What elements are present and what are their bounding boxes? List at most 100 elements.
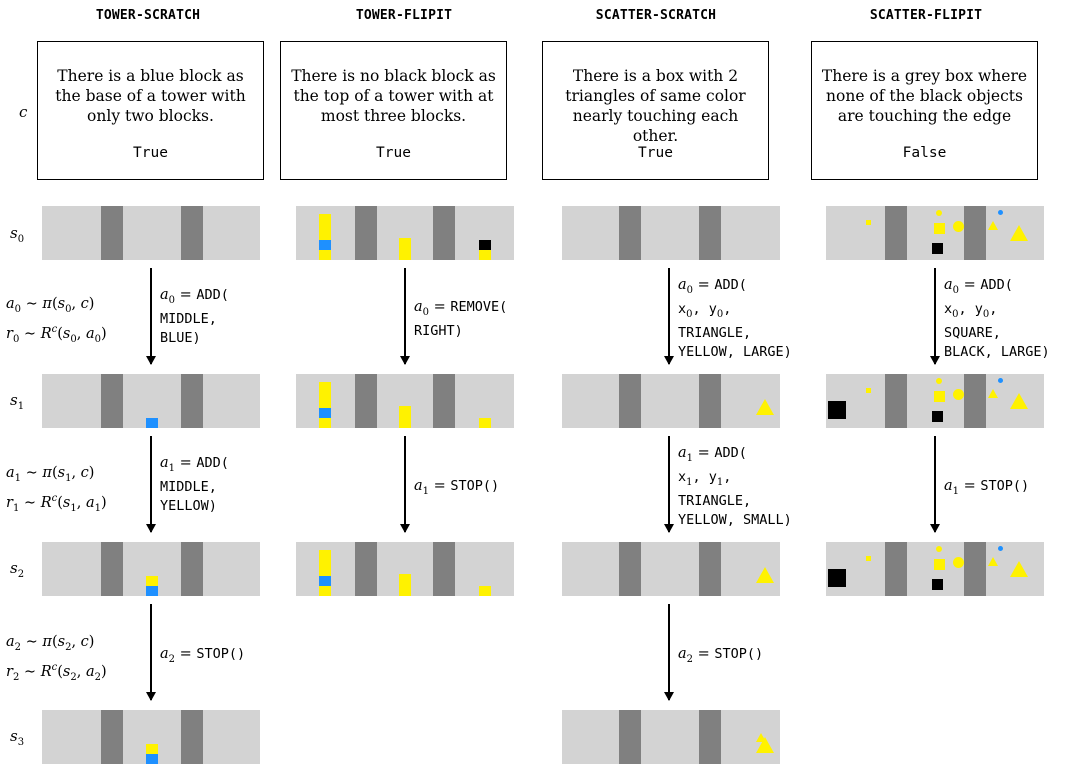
state-ss-s0 <box>562 206 780 260</box>
yellow-triangle-large <box>756 567 774 583</box>
black-square-large <box>828 569 846 587</box>
condition-box-tower-flipit: There is no black block as the top of a … <box>280 41 507 180</box>
transition-arrow <box>930 436 940 533</box>
state-label-s2: s2 <box>10 559 25 580</box>
blue-circle <box>998 210 1003 215</box>
column-title-tower-flipit: TOWER-FLIPIT <box>355 8 453 23</box>
divider-bar <box>964 542 986 596</box>
divider-bar <box>619 374 641 428</box>
divider-bar <box>101 542 123 596</box>
yellow-block <box>319 550 331 576</box>
yellow-circle-small <box>936 378 942 384</box>
yellow-triangle-large <box>756 399 774 415</box>
state-label-s1: s1 <box>10 391 25 412</box>
transition-arrow <box>400 436 410 533</box>
divider-bar <box>619 206 641 260</box>
state-ts-s1 <box>42 374 260 428</box>
divider-bar <box>433 542 455 596</box>
yellow-block <box>319 586 331 596</box>
transition-arrow <box>664 604 674 701</box>
yellow-block <box>319 382 331 408</box>
transition-arrow <box>664 268 674 365</box>
condition-label: c <box>19 103 28 121</box>
divider-bar <box>699 542 721 596</box>
condition-box-scatter-scratch: There is a box with 2 triangles of same … <box>542 41 769 180</box>
yellow-triangle-small <box>988 221 998 230</box>
action-tf-a0: a0 = REMOVE( RIGHT) <box>414 299 508 339</box>
yellow-circle <box>953 221 964 232</box>
transition-arrow <box>930 268 940 365</box>
yellow-triangle-small <box>756 733 766 742</box>
divider-bar <box>101 710 123 764</box>
state-label-s3: s3 <box>10 727 25 748</box>
divider-bar <box>355 374 377 428</box>
blue-circle <box>998 378 1003 383</box>
transition-arrow <box>146 604 156 701</box>
yellow-block <box>319 250 331 260</box>
yellow-square-small <box>866 220 871 225</box>
yellow-block <box>399 574 411 596</box>
divider-bar <box>699 374 721 428</box>
state-tf-s0 <box>296 206 514 260</box>
black-square-large <box>828 401 846 419</box>
divider-bar <box>619 542 641 596</box>
yellow-block <box>399 406 411 428</box>
state-ss-s1 <box>562 374 780 428</box>
state-label-s0: s0 <box>10 224 25 245</box>
yellow-square <box>934 223 945 234</box>
state-ss-s3 <box>562 710 780 764</box>
yellow-square <box>934 559 945 570</box>
blue-block <box>146 754 158 764</box>
yellow-square <box>934 391 945 402</box>
transition-arrow <box>146 436 156 533</box>
yellow-block <box>146 744 158 754</box>
yellow-circle-small <box>936 546 942 552</box>
yellow-triangle-large <box>1010 225 1028 241</box>
divider-bar <box>885 542 907 596</box>
divider-bar <box>355 206 377 260</box>
condition-value: True <box>376 145 411 161</box>
divider-bar <box>433 374 455 428</box>
yellow-triangle-small <box>988 389 998 398</box>
state-tf-s2 <box>296 542 514 596</box>
blue-block <box>146 586 158 596</box>
policy-label-1: a1 ∼ π(s1, c) r1 ∼ Rc(s1, a1) <box>6 465 107 514</box>
yellow-triangle-small <box>988 557 998 566</box>
condition-text: There is a grey box where none of the bl… <box>821 67 1028 125</box>
yellow-block <box>479 586 491 596</box>
column-title-tower-scratch: TOWER-SCRATCH <box>95 8 201 23</box>
policy-label-0: a0 ∼ π(s0, c) r0 ∼ Rc(s0, a0) <box>6 296 107 345</box>
state-tf-s1 <box>296 374 514 428</box>
yellow-triangle-large <box>1010 561 1028 577</box>
condition-value: False <box>902 145 947 161</box>
state-sf-s1 <box>826 374 1044 428</box>
divider-bar <box>964 374 986 428</box>
blue-block <box>319 240 331 250</box>
condition-box-scatter-flipit: There is a grey box where none of the bl… <box>811 41 1038 180</box>
state-ts-s2 <box>42 542 260 596</box>
blue-block <box>319 576 331 586</box>
divider-bar <box>885 206 907 260</box>
divider-bar <box>433 206 455 260</box>
divider-bar <box>101 206 123 260</box>
divider-bar <box>181 206 203 260</box>
yellow-block <box>479 418 491 428</box>
yellow-block <box>399 238 411 260</box>
state-ss-s2 <box>562 542 780 596</box>
action-ts-a2: a2 = STOP() <box>160 646 246 665</box>
yellow-square-small <box>866 388 871 393</box>
action-ss-a0: a0 = ADD( x0, y0, TRIANGLE, YELLOW, LARG… <box>678 277 792 360</box>
blue-block <box>319 408 331 418</box>
condition-box-tower-scratch: There is a blue block as the base of a t… <box>37 41 264 180</box>
blue-block <box>146 418 158 428</box>
policy-label-2: a2 ∼ π(s2, c) r2 ∼ Rc(s2, a2) <box>6 634 107 683</box>
yellow-block <box>319 214 331 240</box>
yellow-circle-small <box>936 210 942 216</box>
black-square <box>932 411 943 422</box>
action-sf-a0: a0 = ADD( x0, y0, SQUARE, BLACK, LARGE) <box>944 277 1050 360</box>
action-sf-a1: a1 = STOP() <box>944 478 1030 497</box>
state-sf-s0 <box>826 206 1044 260</box>
action-ss-a1: a1 = ADD( x1, y1, TRIANGLE, YELLOW, SMAL… <box>678 445 792 528</box>
transition-arrow <box>664 436 674 533</box>
yellow-circle <box>953 389 964 400</box>
